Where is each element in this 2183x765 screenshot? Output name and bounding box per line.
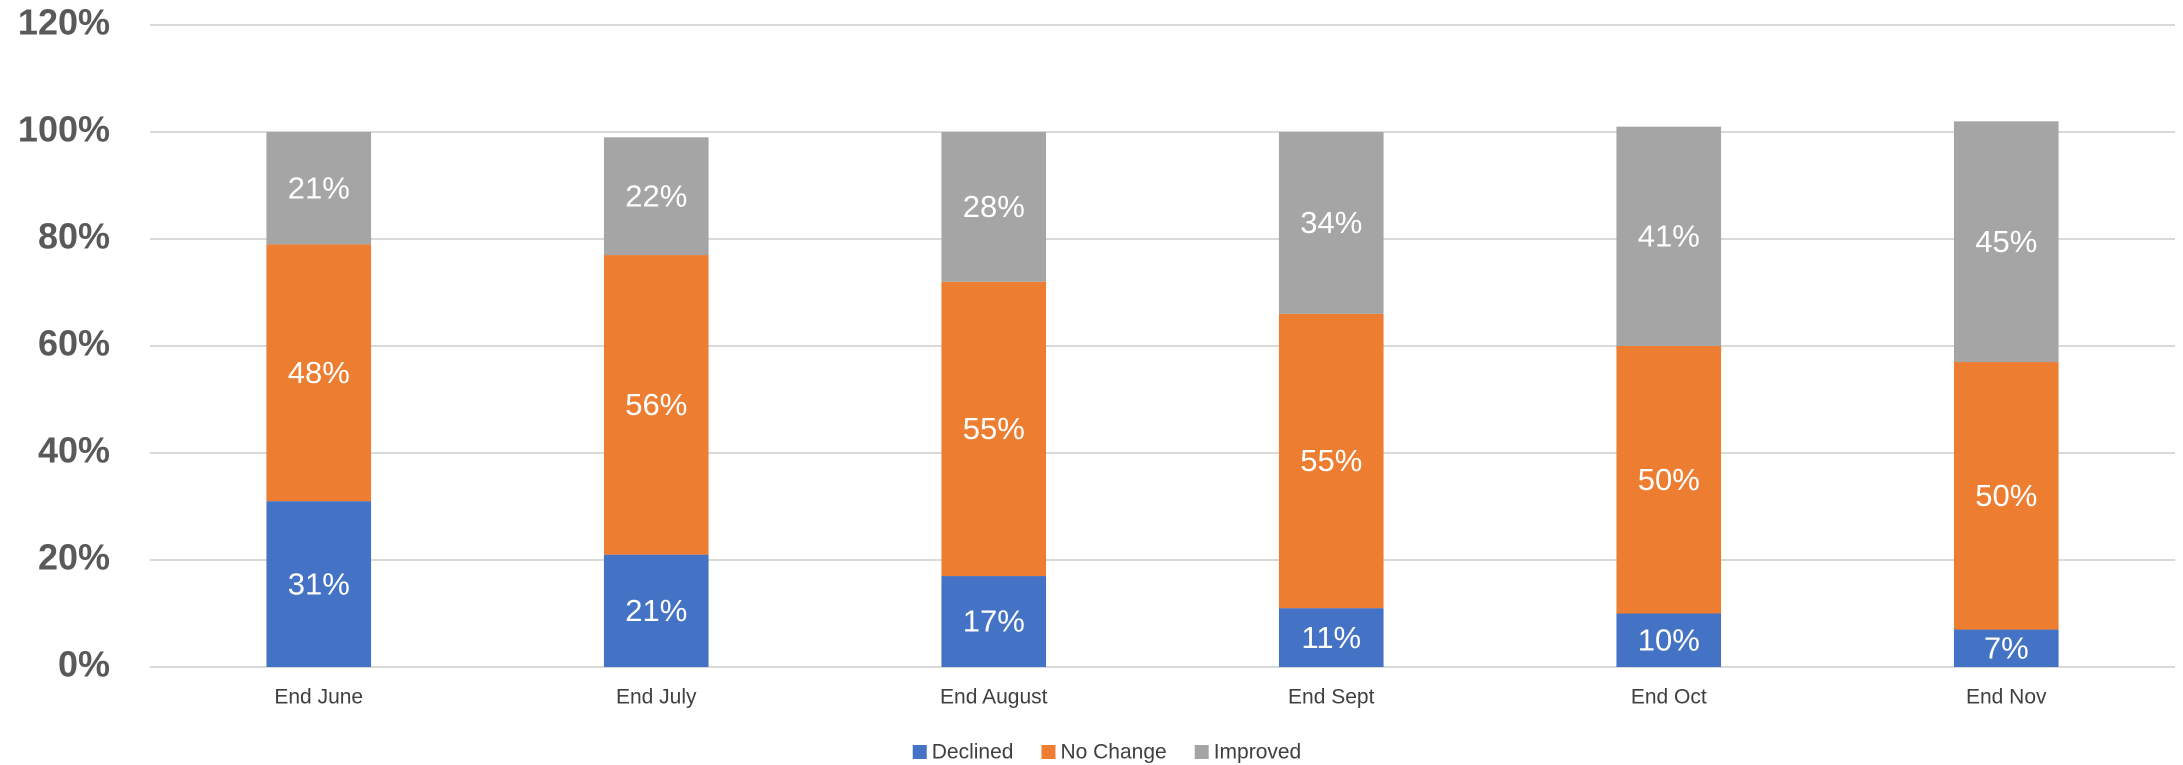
- data-label: 21%: [288, 170, 350, 205]
- bar-segment: [603, 554, 709, 667]
- bar-segment: [1616, 126, 1722, 347]
- y-tick-label: 20%: [38, 537, 110, 578]
- data-label: 45%: [1975, 224, 2037, 259]
- data-label: 56%: [625, 387, 687, 422]
- bar-segment: [941, 576, 1047, 667]
- legend-swatch: [1041, 745, 1056, 759]
- data-label: 10%: [1638, 622, 1700, 657]
- bar-segment: [941, 132, 1047, 282]
- bar-segment: [266, 132, 372, 245]
- bar-segment: [1953, 629, 2059, 667]
- bar-segment: [1278, 313, 1384, 609]
- y-tick-label: 80%: [38, 216, 110, 257]
- data-label: 55%: [1300, 443, 1362, 478]
- bar-segment: [1953, 362, 2059, 630]
- legend-label: Declined: [932, 741, 1014, 764]
- data-label: 17%: [963, 604, 1025, 639]
- y-tick-label: 100%: [18, 109, 110, 150]
- data-label: 34%: [1300, 205, 1362, 240]
- bar-segment: [603, 255, 709, 555]
- y-tick-label: 0%: [58, 644, 110, 685]
- data-label: 21%: [625, 593, 687, 628]
- data-label: 31%: [288, 566, 350, 601]
- bar-segment: [1616, 613, 1722, 667]
- data-label: 50%: [1975, 478, 2037, 513]
- data-label: 50%: [1638, 462, 1700, 497]
- data-label: 22%: [625, 178, 687, 213]
- bar-segment: [1278, 132, 1384, 314]
- legend-swatch: [1194, 745, 1209, 759]
- y-tick-label: 60%: [38, 323, 110, 364]
- x-tick-label: End July: [616, 686, 697, 709]
- bar-segment: [603, 137, 709, 256]
- legend-swatch: [912, 745, 927, 759]
- y-tick-label: 40%: [38, 430, 110, 471]
- y-tick-label: 120%: [18, 2, 110, 43]
- x-tick-label: End August: [940, 686, 1048, 709]
- data-label: 11%: [1301, 620, 1361, 655]
- data-label: 7%: [1984, 630, 2029, 665]
- x-tick-label: End Nov: [1966, 686, 2047, 709]
- bar-segment: [1953, 121, 2059, 363]
- data-label: 28%: [963, 189, 1025, 224]
- bar-segment: [941, 281, 1047, 577]
- bar-segment: [1278, 608, 1384, 667]
- data-label: 55%: [963, 411, 1025, 446]
- bar-segment: [1616, 346, 1722, 614]
- bar-segment: [266, 501, 372, 667]
- x-tick-label: End June: [274, 686, 363, 709]
- data-label: 48%: [288, 355, 350, 390]
- x-tick-label: End Oct: [1631, 686, 1707, 709]
- bar-segment: [266, 244, 372, 502]
- legend-label: No Change: [1060, 741, 1166, 764]
- x-tick-label: End Sept: [1288, 686, 1375, 709]
- data-label: 41%: [1638, 219, 1700, 254]
- legend-label: Improved: [1214, 741, 1302, 764]
